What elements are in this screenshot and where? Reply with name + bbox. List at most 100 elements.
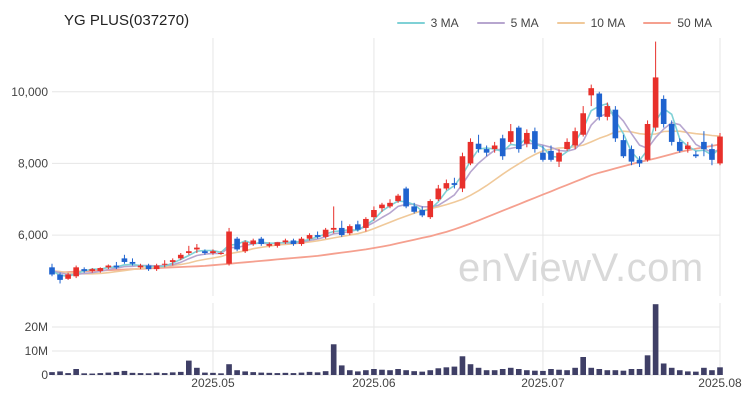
volume-bar (596, 369, 603, 375)
volume-bar (322, 371, 329, 375)
candle-body (507, 131, 514, 142)
candle-body (636, 159, 643, 164)
candle-body (274, 242, 281, 246)
volume-bar (306, 371, 313, 375)
candle-body (177, 254, 184, 259)
x-tick-label: 2025.07 (521, 376, 565, 390)
candle-body (515, 127, 522, 150)
volume-bar (684, 371, 691, 375)
candle-body (242, 242, 248, 252)
volume-bar (668, 367, 675, 375)
volume-bar (419, 371, 426, 375)
candle-body (483, 149, 490, 153)
candle-body (628, 149, 635, 162)
volume-bar (564, 370, 570, 375)
candle-body (121, 258, 128, 262)
candle-body (604, 106, 611, 117)
legend-item-5ma: 5 MA (476, 16, 539, 30)
volume-bar (81, 373, 88, 375)
legend-label-50ma: 50 MA (677, 16, 712, 30)
price-tick-label: 10,000 (11, 85, 48, 99)
volume-bar (467, 364, 474, 375)
candle-body (371, 210, 377, 218)
volume-bar (355, 371, 361, 375)
candle-body (524, 132, 530, 144)
volume-bar (137, 373, 144, 375)
volume-bar (177, 371, 184, 375)
candle-body (684, 145, 691, 150)
x-tick-label: 2025.06 (352, 376, 396, 390)
volume-bar (298, 372, 305, 375)
candle-body (668, 124, 675, 142)
volume-bar (346, 370, 353, 375)
candle-body (218, 253, 224, 254)
candle-body (427, 201, 434, 218)
candle-body (290, 240, 297, 245)
candle-layer (49, 41, 723, 284)
volume-bar (105, 372, 112, 375)
volume-bar (338, 365, 345, 375)
volume-bar (266, 372, 273, 375)
volume-bar (169, 372, 176, 375)
volume-bar (411, 371, 417, 375)
volume-bar (210, 372, 216, 375)
volume-bar (709, 370, 715, 375)
candle-body (97, 268, 104, 271)
volume-bar (644, 355, 651, 375)
volume-bar (73, 369, 79, 375)
candle-body (210, 251, 216, 253)
candle-body (234, 238, 240, 250)
volume-bar (250, 372, 257, 375)
volume-bar (427, 370, 434, 375)
candle-body (596, 93, 603, 117)
volume-bar (701, 367, 707, 375)
candle-body (620, 140, 627, 157)
volume-bar (57, 371, 63, 375)
chart-title: YG PLUS(037270) (64, 12, 190, 29)
volume-bar (121, 370, 128, 375)
volume-bar (379, 369, 385, 375)
candle-body (153, 265, 160, 270)
candle-body (322, 229, 329, 237)
candle-body (346, 226, 353, 234)
volume-bar (129, 372, 136, 375)
candle-body (282, 240, 289, 243)
price-tick-label: 8,000 (18, 156, 48, 170)
volume-bar (218, 373, 224, 375)
candle-body (532, 131, 538, 150)
volume-bar (628, 369, 635, 375)
volume-bar (290, 373, 297, 375)
grid-layer (52, 38, 721, 376)
volume-bar (395, 369, 401, 375)
volume-bar (524, 370, 530, 375)
price-tick-label: 6,000 (18, 228, 48, 242)
volume-bar (435, 368, 442, 375)
volume-bar (274, 373, 281, 375)
candle-body (580, 113, 586, 135)
volume-bar (652, 304, 659, 375)
volume-bar (443, 367, 450, 375)
volume-bar (49, 372, 55, 375)
legend-label-5ma: 5 MA (510, 16, 539, 30)
candle-body (338, 227, 345, 236)
volume-bar (451, 366, 458, 375)
volume-bar (65, 373, 71, 375)
legend-label-3ma: 3 MA (430, 16, 459, 30)
volume-bar (693, 371, 699, 375)
legend-swatch-10ma (556, 22, 585, 24)
volume-bar (604, 370, 611, 375)
volume-bar (282, 372, 289, 375)
candle-body (314, 235, 321, 237)
volume-bar (371, 369, 377, 375)
candle-body (491, 145, 498, 150)
candle-body (459, 156, 466, 189)
legend-swatch-3ma (396, 22, 425, 24)
candle-body (548, 150, 554, 160)
volume-bar (532, 370, 538, 375)
volume-bar (620, 370, 627, 375)
candle-body (644, 124, 651, 160)
candle-body (652, 77, 659, 128)
legend-item-50ma: 50 MA (643, 16, 712, 30)
candle-body (161, 263, 168, 265)
